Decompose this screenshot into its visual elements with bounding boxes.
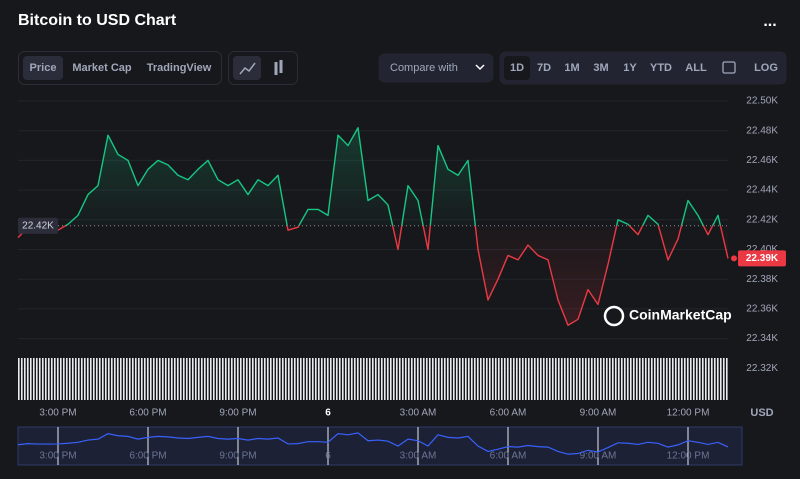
navigator-label: 3:00 PM [39,451,76,462]
navigator-content: 3:00 PM 6:00 PM 9:00 PM 6 3:00 AM 6:00 AM 9:00… [17,427,729,465]
currency: USD [750,407,773,419]
calendar-icon[interactable] [722,61,736,74]
navigator-label: 6 [325,451,331,462]
x-tick-label: 6 [325,408,331,419]
y-tick-label: 22.36K [746,304,778,315]
y-tick-label: 22.50K [746,96,778,107]
y-tick-label: 22.48K [746,125,778,136]
line-icon [239,62,256,75]
x-tick-label: 9:00 PM [219,408,256,419]
navigator-label: 12:00 PM [667,451,710,462]
x-tick-label: 9:00 AM [580,408,617,419]
last-label: 22.39K [746,253,779,264]
x-tick-label: 6:00 AM [490,408,527,419]
y-tick-label: 22.40K [746,244,778,255]
reference-label-bg [18,217,58,234]
reference-label: 22.42K [22,220,54,231]
tab-active [23,56,63,80]
x-tick-label: 6:00 PM [129,408,166,419]
tab[interactable]: TradingView [147,62,212,74]
candle-icon[interactable] [274,60,283,75]
y-tick-label: 22.38K [746,274,778,285]
navigator-label: 3:00 AM [400,451,437,462]
x-tick-label: 3:00 AM [400,408,437,419]
last-point [731,255,737,262]
range-active [504,56,530,80]
range-button[interactable]: YTD [650,62,672,74]
navigator-label: 6:00 PM [129,451,166,462]
last-label-bg [738,250,786,267]
range-button[interactable]: ALL [685,62,707,74]
y-tick-label: 22.46K [746,155,778,166]
range-button[interactable]: 3M [593,62,608,74]
y-tick-label: 22.42K [746,214,778,225]
log-button[interactable]: LOG [754,62,778,74]
line-type-button[interactable] [233,56,261,80]
title: Bitcoin to USD Chart [18,12,177,29]
range-group [499,51,787,85]
y-tick-label: 22.32K [746,363,778,374]
range-buttons: 1D 7D 1M 3M 1Y YTD ALL [510,62,707,74]
navigator[interactable] [17,426,743,466]
navigator-label: 6:00 AM [490,451,527,462]
x-tick-label: 12:00 PM [667,408,710,419]
range-button[interactable]: 7D [537,62,551,74]
type-group [228,51,298,85]
compare-select[interactable] [378,53,494,83]
x-tick-label: 3:00 PM [39,408,76,419]
navigator-label: 9:00 AM [580,451,617,462]
range-button[interactable]: 1D [510,62,524,74]
chevron [475,64,485,71]
compare-label: Compare with [390,62,458,74]
grid: 22.32K 22.34K 22.36K 22.38K 22.40K 22.42K 22.4… [18,96,778,419]
navigator-label: 9:00 PM [219,451,256,462]
watermark-logo [603,305,625,327]
watermark: CoinMarketCap [629,307,732,323]
volume-bars [18,358,728,400]
range-button[interactable]: 1Y [623,62,637,74]
y-tick-label: 22.44K [746,185,778,196]
plot: 22.42K 22.39K [17,127,786,326]
price-line [17,127,729,326]
tab[interactable]: Market Cap [72,62,132,74]
tab[interactable]: Price [30,62,57,74]
menu[interactable]: ... [763,13,776,30]
y-tick-label: 22.34K [746,333,778,344]
tab-group [18,51,222,85]
area [18,127,728,326]
range-button[interactable]: 1M [564,62,579,74]
navigator-line [17,432,729,455]
